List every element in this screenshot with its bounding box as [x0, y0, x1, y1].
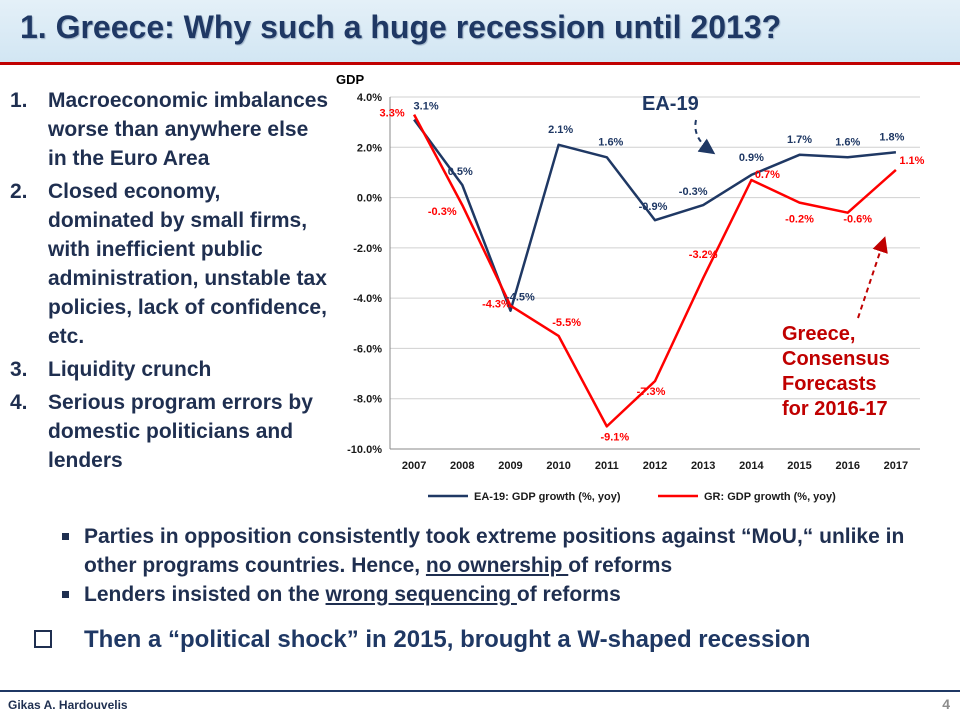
- legend-ea19-label: EA-19: GDP growth (%, yoy): [474, 491, 621, 503]
- sub-point-pre: Parties in opposition consistently took …: [84, 525, 905, 577]
- y-tick-label: 4.0%: [357, 92, 382, 104]
- gr-data-label: 3.3%: [380, 108, 405, 120]
- gr-data-label: -5.5%: [552, 317, 581, 329]
- x-tick-label: 2016: [835, 460, 859, 472]
- sub-point-underlined: wrong sequencing: [325, 583, 517, 606]
- reason-number: 4.: [10, 391, 28, 414]
- sub-point-pre: Lenders insisted on the: [84, 583, 326, 606]
- reason-number: 1.: [10, 89, 28, 112]
- sub-point: Parties in opposition consistently took …: [62, 522, 922, 580]
- bullet-square-icon: [62, 533, 69, 540]
- gr-data-label: -0.3%: [428, 206, 457, 218]
- reason-text: Closed economy, dominated by small firms…: [48, 180, 327, 348]
- x-tick-label: 2010: [546, 460, 570, 472]
- page-number: 4: [942, 696, 950, 712]
- x-tick-label: 2017: [884, 460, 908, 472]
- gdp-growth-chart: 4.0% 2.0% 0.0% -2.0% -4.0% -6.0% -8.0% -10.0% 20…: [336, 72, 925, 503]
- title-band: [0, 0, 960, 62]
- reason-text: Macroeconomic imbalances worse than anyw…: [48, 89, 329, 170]
- sub-point: Lenders insisted on the wrong sequencing…: [62, 580, 922, 609]
- checkbox-bullet-icon: [34, 629, 52, 648]
- author-name: Gikas A. Hardouvelis: [8, 698, 128, 712]
- ea19-data-label: -0.3%: [679, 186, 708, 198]
- gr-data-label: -0.2%: [785, 214, 814, 226]
- sub-point-post: of reforms: [568, 554, 673, 577]
- greece-annotation-arrow: [857, 236, 888, 319]
- gr-data-label: -3.2%: [689, 249, 718, 261]
- slide-title: 1. Greece: Why such a huge recession unt…: [20, 9, 782, 45]
- ea19-data-label: -0.9%: [639, 201, 668, 213]
- conclusion-text: Then a “political shock” in 2015, brough…: [84, 626, 811, 653]
- y-tick-label: -2.0%: [353, 243, 382, 255]
- reason-text: Liquidity crunch: [48, 358, 212, 381]
- x-tick-label: 2011: [595, 460, 619, 472]
- reasons-list: 1. Macroeconomic imbalances worse than an…: [10, 86, 330, 479]
- ea19-annotation: EA-19: [642, 93, 699, 115]
- ea19-annotation-arrow: [694, 119, 716, 155]
- sub-point-underlined: no ownership: [425, 554, 569, 577]
- y-tick-label: -8.0%: [353, 394, 382, 406]
- conclusion-line: Then a “political shock” in 2015, brough…: [34, 626, 810, 654]
- reason-item: 2. Closed economy, dominated by small fir…: [10, 177, 330, 351]
- reason-item: 1. Macroeconomic imbalances worse than an…: [10, 86, 330, 173]
- reason-text: Serious program errors by domestic polit…: [48, 391, 313, 472]
- gr-data-label: 1.1%: [899, 155, 924, 167]
- title-divider: [0, 62, 960, 65]
- x-tick-label: 2008: [450, 460, 474, 472]
- legend-gr-label: GR: GDP growth (%, yoy): [704, 491, 836, 503]
- footer-divider: [0, 690, 960, 692]
- gr-data-label: -7.3%: [637, 386, 666, 398]
- ea19-data-label: 1.8%: [879, 131, 904, 143]
- greece-annotation-line: Consensus: [782, 348, 890, 370]
- y-tick-label: -6.0%: [353, 343, 382, 355]
- gr-data-label: 0.7%: [755, 169, 780, 181]
- x-tick-label: 2013: [691, 460, 715, 472]
- reason-number: 2.: [10, 180, 28, 203]
- greece-annotation-line: for 2016-17: [782, 398, 888, 420]
- y-axis-label: GDP: [336, 72, 365, 87]
- sub-point-post: of reforms: [516, 583, 621, 606]
- gr-data-label: -4.3%: [482, 299, 511, 311]
- x-tick-label: 2014: [739, 460, 764, 472]
- y-tick-label: 0.0%: [357, 193, 382, 205]
- bullet-square-icon: [62, 591, 69, 598]
- gr-data-label: -0.6%: [843, 214, 872, 226]
- ea19-data-label: 1.6%: [598, 136, 623, 148]
- ea19-data-label: 1.6%: [835, 136, 860, 148]
- reason-item: 4. Serious program errors by domestic pol…: [10, 388, 330, 475]
- y-tick-label: -10.0%: [347, 444, 382, 456]
- x-tick-label: 2007: [402, 460, 426, 472]
- ea19-series-line: [413, 118, 897, 312]
- ea19-data-label: -4.5%: [506, 292, 535, 304]
- ea19-data-label: 0.5%: [448, 166, 473, 178]
- x-tick-label: 2015: [787, 460, 811, 472]
- ea19-data-label: 0.9%: [739, 152, 764, 164]
- ea19-data-label: 3.1%: [414, 101, 439, 113]
- gr-series-line: [412, 114, 897, 428]
- y-tick-label: -4.0%: [353, 293, 382, 305]
- sub-points-list: Parties in opposition consistently took …: [62, 522, 922, 609]
- greece-annotation-line: Forecasts: [782, 373, 877, 395]
- gr-data-label: -9.1%: [600, 431, 629, 443]
- greece-annotation-line: Greece,: [782, 323, 855, 345]
- y-tick-label: 2.0%: [357, 142, 382, 154]
- ea19-data-label: 2.1%: [548, 124, 573, 136]
- x-tick-label: 2009: [498, 460, 522, 472]
- reason-item: 3. Liquidity crunch: [10, 355, 330, 384]
- x-tick-label: 2012: [643, 460, 667, 472]
- reason-number: 3.: [10, 358, 28, 381]
- ea19-data-label: 1.7%: [787, 134, 812, 146]
